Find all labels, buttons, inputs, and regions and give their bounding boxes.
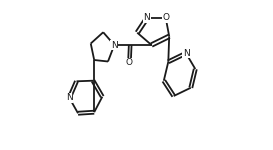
Text: N: N [66, 93, 73, 102]
Text: O: O [126, 58, 133, 67]
Text: N: N [111, 40, 118, 50]
Text: N: N [183, 49, 189, 58]
Text: O: O [162, 14, 169, 22]
Text: N: N [144, 14, 150, 22]
